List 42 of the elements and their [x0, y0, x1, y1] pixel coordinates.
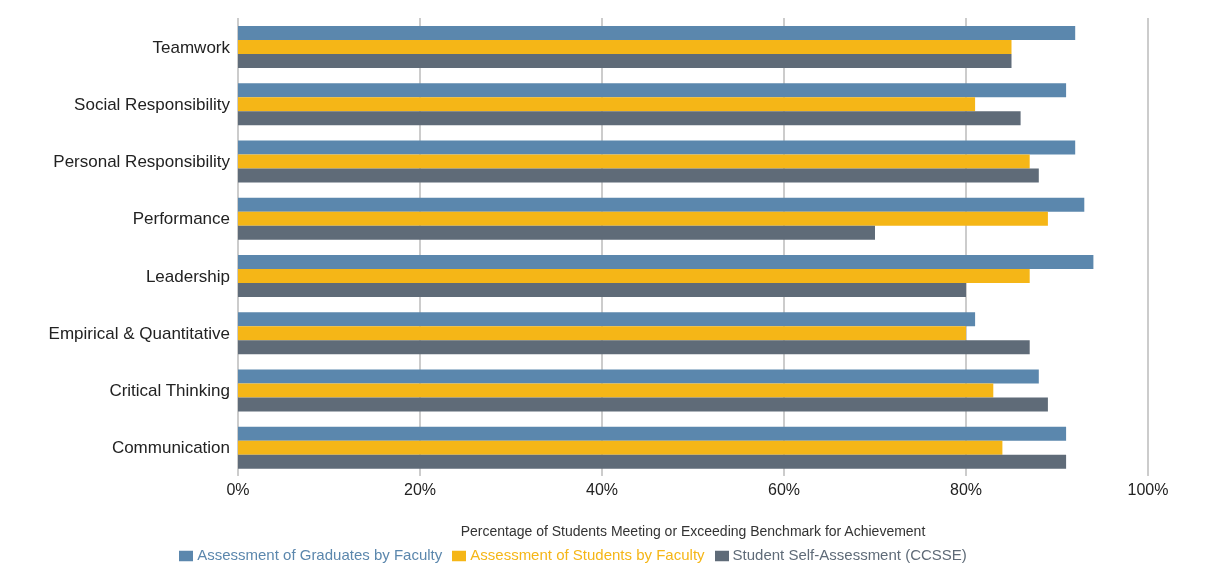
bar	[238, 426, 1067, 441]
bar	[238, 326, 966, 341]
x-tick-label: 20%	[403, 481, 437, 499]
x-tick-label: 0%	[226, 481, 250, 499]
bar	[238, 269, 1030, 283]
legend-label: Student Self-Assessment (CCSSE)	[732, 545, 967, 563]
bar	[238, 211, 1048, 226]
bar	[238, 26, 1076, 41]
bar	[238, 397, 1048, 412]
y-tick-label: Social Responsibility	[74, 94, 231, 114]
bar	[238, 383, 994, 398]
bar	[238, 197, 1085, 212]
x-axis-title: Percentage of Students Meeting or Exceeding Benchmark for Achievement	[460, 522, 926, 539]
bar	[238, 454, 1067, 469]
bar	[238, 140, 1076, 155]
bar	[238, 225, 875, 240]
bar	[238, 154, 1030, 169]
bar	[238, 255, 1094, 269]
bar	[238, 111, 1021, 126]
bar	[238, 369, 1039, 384]
x-tick-label: 80%	[949, 481, 983, 499]
x-tick-label: 60%	[767, 481, 801, 499]
legend-label: Assessment of Graduates by Faculty	[197, 545, 443, 563]
y-tick-label: Communication	[111, 438, 230, 458]
y-tick-label: Leadership	[145, 266, 230, 286]
bar	[238, 54, 1012, 69]
bar	[238, 83, 1067, 98]
bar	[238, 168, 1039, 183]
y-tick-label: Critical Thinking	[109, 381, 230, 401]
bar	[238, 283, 966, 297]
x-tick-label: 40%	[585, 481, 619, 499]
bar	[238, 312, 976, 327]
y-tick-label: Personal Responsibility	[53, 152, 231, 172]
y-tick-label: Performance	[132, 209, 230, 229]
y-tick-label: Empirical & Quantitative	[48, 323, 230, 343]
y-tick-label: Teamwork	[152, 37, 231, 57]
x-tick-label: 100%	[1127, 481, 1169, 499]
bar	[238, 40, 1012, 55]
bar	[238, 440, 1003, 455]
bar	[238, 97, 976, 112]
bar	[238, 340, 1030, 355]
legend-label: Assessment of Students by Faculty	[470, 545, 705, 563]
